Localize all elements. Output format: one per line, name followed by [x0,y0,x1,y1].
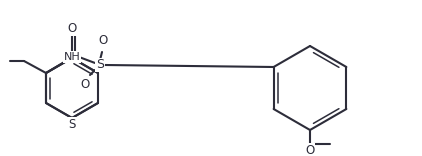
Text: NH: NH [64,52,81,62]
Text: O: O [68,22,77,36]
Text: S: S [96,58,104,71]
Text: O: O [306,144,315,156]
Text: O: O [81,78,89,92]
Text: O: O [98,34,108,47]
Text: S: S [68,117,76,131]
